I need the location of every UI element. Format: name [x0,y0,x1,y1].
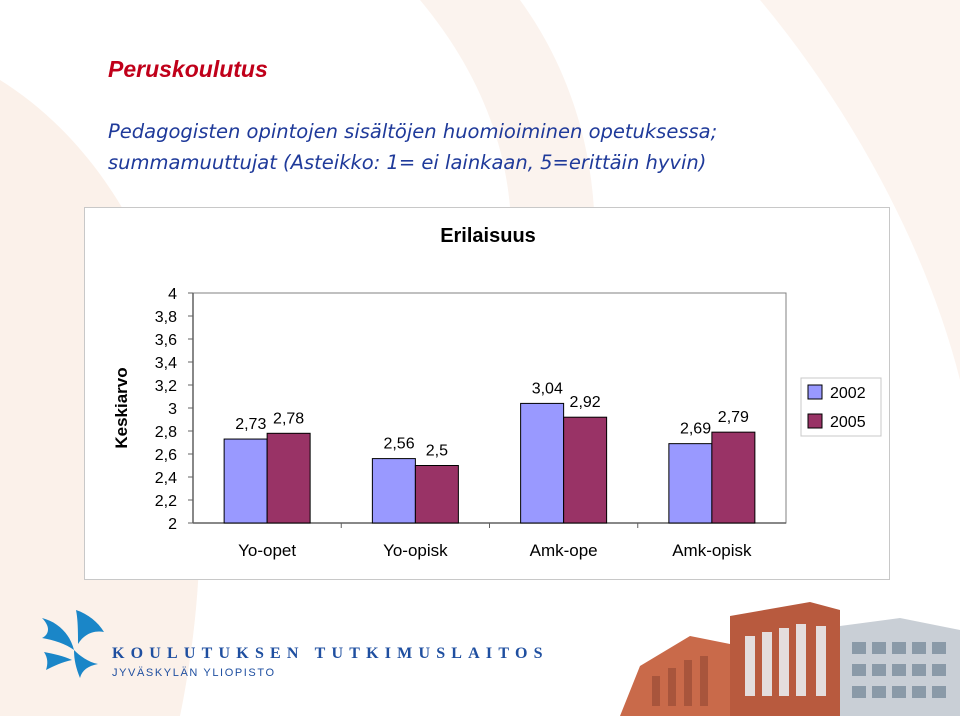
bar-2005-amk-opisk [711,431,756,524]
brand-university: JYVÄSKYLÄN YLIOPISTO [112,667,276,679]
data-label: 2,5 [426,443,448,460]
bar-2005-yo-opisk [414,465,459,524]
y-tick-label: 3,8 [155,309,177,326]
slide-subtitle: Pedagogisten opintojen sisältöjen huomio… [108,116,928,178]
y-tick-label: 2,8 [155,424,177,441]
y-tick-label: 4 [168,286,177,303]
butterfly-logo-icon [42,610,104,678]
legend-swatch-2002 [807,384,823,400]
bar-2002-amk-opisk [668,443,713,524]
y-tick-label: 2,4 [155,470,177,487]
bar-2002-yo-opet [223,438,268,524]
bar-2002-amk-ope [520,402,565,524]
data-label: 2,92 [570,394,601,411]
data-label: 2,79 [718,409,749,426]
y-tick-label: 2,6 [155,447,177,464]
data-label: 2,56 [383,436,414,453]
data-label: 2,69 [680,421,711,438]
y-tick-label: 3 [168,401,177,418]
brand-name: KOULUTUKSEN TUTKIMUSLAITOS [112,645,549,662]
y-tick-label: 3,6 [155,332,177,349]
subtitle-line-1: Pedagogisten opintojen sisältöjen huomio… [108,120,718,143]
y-tick-label: 2 [168,516,177,533]
data-label: 2,78 [273,410,304,427]
chart-title: Erilaisuus [440,225,536,247]
building-photo [580,596,960,716]
y-tick-label: 3,4 [155,355,177,372]
legend-swatch-2005 [807,413,823,429]
bar-2002-yo-opisk [371,458,416,524]
legend-label-2002: 2002 [830,385,866,402]
bar-2005-amk-ope [563,416,608,524]
bar-chart: Erilaisuus Keskiarvo 2 2,2 2,4 2,6 2,8 3 3,2 3,4 3… [112,225,882,560]
y-axis-label: Keskiarvo [112,367,131,448]
chart-panel: Erilaisuus Keskiarvo 2 2,2 2,4 2,6 2,8 3 3,2 3,4 3… [84,207,890,580]
slide-title: Peruskoulutus [108,56,268,82]
subtitle-line-2: summamuuttujat (Asteikko: 1= ei lainkaan… [108,151,707,174]
y-tick-label: 3,2 [155,378,177,395]
x-tick-label: Yo-opisk [383,541,448,560]
data-label: 3,04 [532,380,563,397]
legend-label-2005: 2005 [830,414,866,431]
x-tick-label: Amk-opisk [672,541,752,560]
data-label: 2,73 [235,416,266,433]
y-tick-label: 2,2 [155,493,177,510]
x-tick-label: Amk-ope [530,541,598,560]
x-tick-label: Yo-opet [238,541,296,560]
bar-2005-yo-opet [266,432,311,524]
